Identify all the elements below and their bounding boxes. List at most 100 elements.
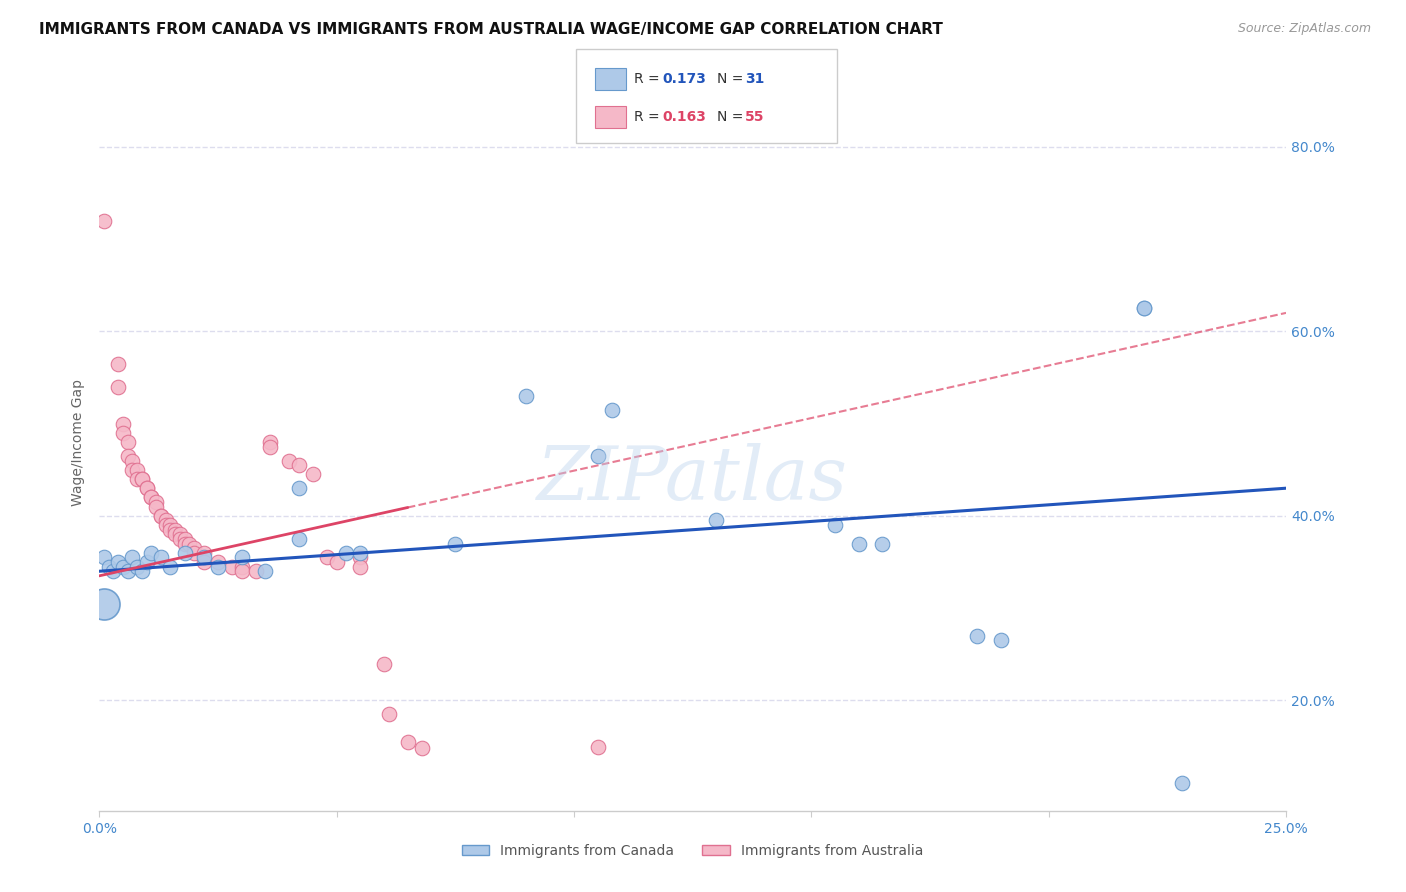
- Point: [301, 467, 323, 482]
- Point: [349, 550, 371, 565]
- Point: [396, 735, 419, 749]
- Point: [165, 527, 187, 541]
- Point: [966, 629, 988, 643]
- Point: [127, 559, 149, 574]
- Point: [121, 453, 143, 467]
- Point: [93, 550, 115, 565]
- Point: [349, 546, 371, 560]
- Text: R =: R =: [634, 72, 664, 86]
- Point: [127, 463, 149, 477]
- Point: [193, 555, 215, 569]
- Point: [207, 559, 229, 574]
- Point: [990, 633, 1012, 648]
- Point: [141, 491, 163, 505]
- Point: [335, 546, 357, 560]
- Point: [103, 564, 125, 578]
- Point: [159, 523, 181, 537]
- Point: [515, 389, 537, 403]
- Point: [135, 555, 157, 569]
- Point: [149, 550, 172, 565]
- Point: [848, 536, 870, 550]
- Point: [231, 564, 253, 578]
- Point: [93, 213, 115, 227]
- Point: [155, 518, 177, 533]
- Point: [173, 532, 195, 546]
- Point: [145, 495, 167, 509]
- Text: ZIPatlas: ZIPatlas: [537, 442, 848, 516]
- Point: [444, 536, 467, 550]
- Point: [179, 536, 201, 550]
- Point: [131, 564, 153, 578]
- Text: N =: N =: [717, 72, 748, 86]
- Point: [93, 597, 115, 611]
- Point: [131, 472, 153, 486]
- Point: [121, 463, 143, 477]
- Point: [149, 508, 172, 523]
- Point: [159, 559, 181, 574]
- Point: [411, 741, 433, 756]
- Text: Source: ZipAtlas.com: Source: ZipAtlas.com: [1237, 22, 1371, 36]
- Point: [221, 559, 243, 574]
- Point: [111, 425, 134, 440]
- Point: [117, 449, 139, 463]
- Point: [135, 481, 157, 495]
- Point: [107, 380, 129, 394]
- Point: [287, 458, 309, 472]
- Point: [117, 564, 139, 578]
- Point: [600, 402, 623, 417]
- Point: [259, 440, 281, 454]
- Point: [155, 514, 177, 528]
- Point: [245, 564, 267, 578]
- Text: 0.173: 0.173: [662, 72, 706, 86]
- Text: IMMIGRANTS FROM CANADA VS IMMIGRANTS FROM AUSTRALIA WAGE/INCOME GAP CORRELATION : IMMIGRANTS FROM CANADA VS IMMIGRANTS FRO…: [39, 22, 943, 37]
- Point: [121, 550, 143, 565]
- Point: [193, 550, 215, 565]
- Point: [159, 518, 181, 533]
- Point: [141, 491, 163, 505]
- Point: [231, 550, 253, 565]
- Point: [824, 518, 846, 533]
- Point: [183, 541, 205, 556]
- Legend: Immigrants from Canada, Immigrants from Australia: Immigrants from Canada, Immigrants from …: [456, 838, 929, 863]
- Point: [183, 546, 205, 560]
- Text: 0.163: 0.163: [662, 110, 706, 124]
- Point: [173, 546, 195, 560]
- Point: [586, 739, 609, 754]
- Point: [1132, 301, 1154, 316]
- Point: [165, 523, 187, 537]
- Point: [173, 536, 195, 550]
- Point: [169, 532, 191, 546]
- Point: [872, 536, 894, 550]
- Point: [278, 453, 301, 467]
- Point: [131, 472, 153, 486]
- Point: [141, 546, 163, 560]
- Point: [111, 417, 134, 431]
- Point: [1170, 776, 1192, 790]
- Point: [373, 657, 395, 671]
- Text: 55: 55: [745, 110, 765, 124]
- Point: [193, 546, 215, 560]
- Point: [259, 435, 281, 450]
- Point: [145, 500, 167, 514]
- Point: [127, 472, 149, 486]
- Point: [704, 514, 727, 528]
- Point: [349, 559, 371, 574]
- Point: [231, 559, 253, 574]
- Text: 31: 31: [745, 72, 765, 86]
- Point: [287, 481, 309, 495]
- Point: [97, 559, 120, 574]
- Point: [111, 559, 134, 574]
- Point: [117, 435, 139, 450]
- Point: [287, 532, 309, 546]
- Point: [107, 357, 129, 371]
- Point: [586, 449, 609, 463]
- Point: [169, 527, 191, 541]
- Point: [325, 555, 347, 569]
- Point: [135, 481, 157, 495]
- Point: [316, 550, 339, 565]
- Point: [377, 707, 399, 722]
- Point: [1132, 301, 1154, 316]
- Point: [107, 555, 129, 569]
- Y-axis label: Wage/Income Gap: Wage/Income Gap: [72, 378, 86, 506]
- Point: [254, 564, 277, 578]
